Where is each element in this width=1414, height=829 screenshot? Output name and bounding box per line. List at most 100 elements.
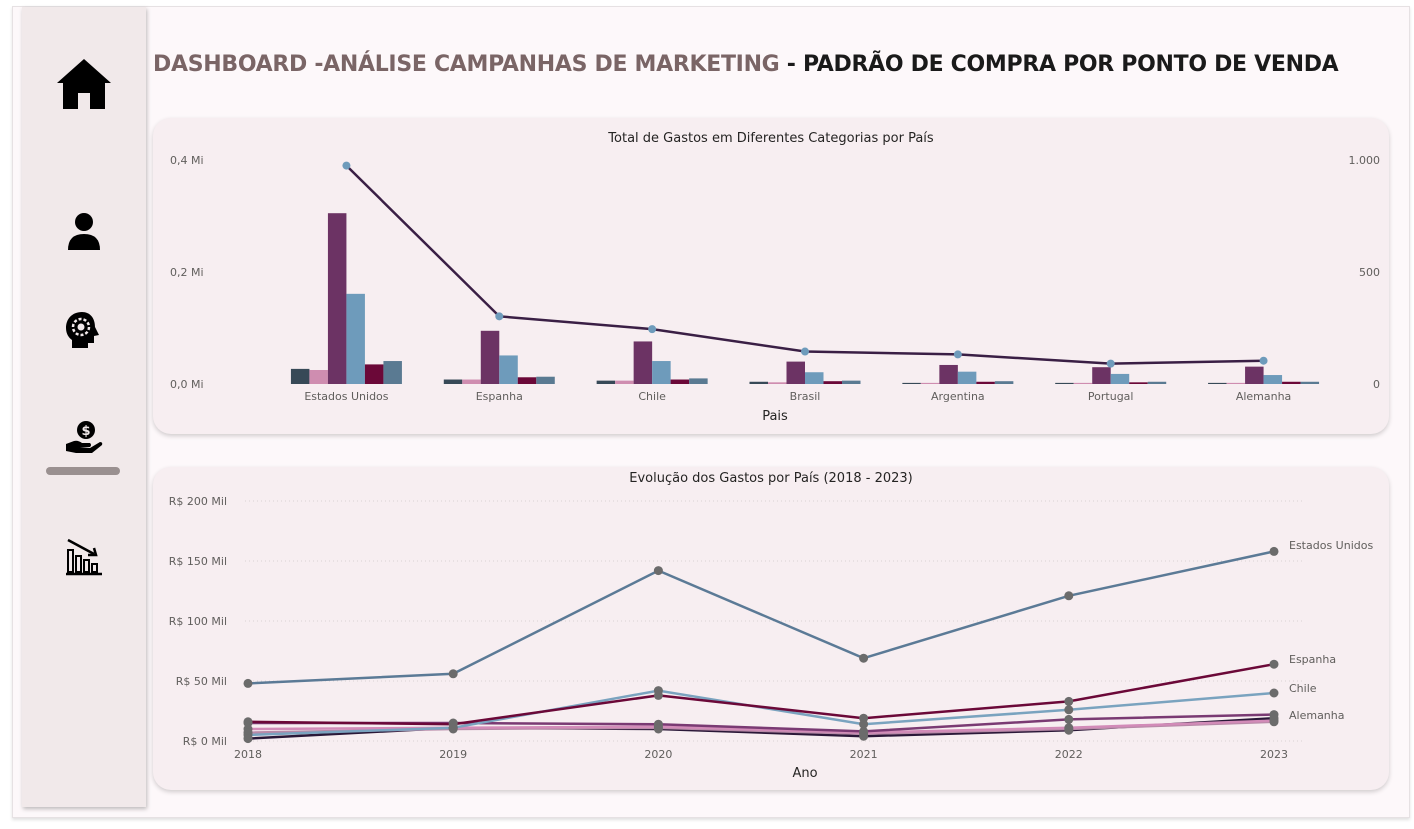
line-marker xyxy=(342,161,351,170)
y-axis-tick-label: 0,2 Mi xyxy=(170,266,204,279)
line-marker xyxy=(859,719,869,729)
line-marker xyxy=(1064,714,1074,724)
line-marker xyxy=(1259,356,1268,365)
y-axis-tick-label: R$ 100 Mil xyxy=(169,615,227,628)
bar xyxy=(499,355,518,384)
bar xyxy=(1282,381,1301,384)
x-axis-tick-label: Estados Unidos xyxy=(304,390,388,403)
x-axis-title: Ano xyxy=(792,766,817,781)
bar xyxy=(1147,381,1167,384)
line-marker xyxy=(1106,359,1115,368)
x-axis-tick-label: 2021 xyxy=(850,748,878,761)
active-nav-indicator xyxy=(46,467,120,475)
yearly-spend-chart: R$ 200 Mil R$ 150 Mil R$ 100 Mil R$ 50 Mil R… xyxy=(169,495,1374,781)
bar xyxy=(976,381,995,384)
bar xyxy=(842,380,861,384)
bar xyxy=(346,293,365,384)
y-axis-tick-label: 0,4 Mi xyxy=(170,154,204,167)
secondary-y-axis-tick-label: 1.000 xyxy=(1349,154,1381,167)
country-category-chart-card[interactable]: Total de Gastos em Diferentes Categorias… xyxy=(153,118,1389,434)
bar xyxy=(1055,382,1074,384)
home-icon xyxy=(57,59,111,109)
sidebar: $ xyxy=(22,7,146,807)
nav-behavior-button[interactable] xyxy=(22,295,146,365)
page-title-main: DASHBOARD -ANÁLISE CAMPANHAS DE MARKETIN… xyxy=(153,52,780,77)
bar xyxy=(364,364,384,384)
bar xyxy=(652,361,671,384)
line-marker xyxy=(1269,713,1279,723)
bar xyxy=(1129,382,1148,384)
y-axis-tick-label: R$ 200 Mil xyxy=(169,495,227,508)
bar xyxy=(480,330,500,384)
x-axis-tick-label: Espanha xyxy=(476,390,523,403)
bar xyxy=(1208,382,1227,384)
secondary-y-axis-tick-label: 500 xyxy=(1359,266,1380,279)
bar xyxy=(1263,375,1283,384)
yearly-spend-chart-card[interactable]: Evolução dos Gastos por País (2018 - 202… xyxy=(153,467,1389,790)
bar xyxy=(443,379,463,384)
x-axis-tick-label: Alemanha xyxy=(1236,390,1292,403)
bar xyxy=(939,364,958,384)
bar xyxy=(1226,382,1246,384)
bar xyxy=(689,378,708,384)
x-axis-tick-label: 2019 xyxy=(439,748,467,761)
bar xyxy=(1110,373,1130,384)
bar xyxy=(1245,366,1264,384)
hand-money-icon: $ xyxy=(66,421,103,453)
x-axis-tick-label: Argentina xyxy=(931,390,985,403)
y-axis-tick-label: R$ 50 Mil xyxy=(176,675,227,688)
user-icon xyxy=(68,213,100,250)
x-axis-tick-label: 2023 xyxy=(1260,748,1288,761)
line-marker xyxy=(653,566,663,576)
svg-text:$: $ xyxy=(81,424,90,439)
line-marker xyxy=(448,669,458,679)
line-marker xyxy=(1064,725,1074,735)
nav-analysis-button[interactable] xyxy=(22,521,146,591)
page-title-sub: - PADRÃO DE COMPRA POR PONTO DE VENDA xyxy=(779,52,1339,77)
bar xyxy=(383,361,402,384)
line-marker xyxy=(653,686,663,696)
line-marker xyxy=(243,734,253,744)
line-marker xyxy=(1064,705,1074,715)
bar xyxy=(670,379,690,384)
y-axis-tick-label: R$ 0 Mil xyxy=(183,735,227,748)
x-axis-tick-label: 2020 xyxy=(644,748,672,761)
x-axis-title: Pais xyxy=(762,409,788,424)
line-marker xyxy=(448,723,458,733)
line-marker xyxy=(495,312,504,321)
x-axis-tick-label: Portugal xyxy=(1088,390,1134,403)
bar xyxy=(615,380,634,384)
x-axis-tick-label: Brasil xyxy=(790,390,821,403)
y-axis-tick-label: R$ 150 Mil xyxy=(169,555,227,568)
bar xyxy=(1073,382,1093,384)
bar xyxy=(749,381,768,384)
line-marker xyxy=(1269,688,1279,698)
series-line xyxy=(247,550,1275,685)
line-marker xyxy=(1064,591,1074,601)
bar xyxy=(768,382,787,384)
x-axis-tick-label: 2018 xyxy=(234,748,262,761)
series-label: Chile xyxy=(1289,682,1317,695)
bar xyxy=(994,381,1014,384)
line-marker xyxy=(1269,546,1279,556)
nav-home-button[interactable] xyxy=(22,49,146,119)
chart-decline-icon xyxy=(66,538,102,576)
series-label: Estados Unidos xyxy=(1289,539,1373,552)
series-line xyxy=(247,662,1275,726)
line-marker xyxy=(859,653,869,663)
y-axis-tick-label: 0,0 Mi xyxy=(170,378,204,391)
line-marker xyxy=(653,724,663,734)
bar xyxy=(957,371,977,384)
bar xyxy=(536,376,555,384)
bar xyxy=(1300,381,1320,384)
bar xyxy=(786,361,805,384)
bar xyxy=(805,372,824,384)
bar xyxy=(823,381,842,384)
nav-customer-button[interactable] xyxy=(22,197,146,267)
page-title: DASHBOARD -ANÁLISE CAMPANHAS DE MARKETIN… xyxy=(153,52,1339,77)
line-marker xyxy=(953,350,962,359)
line-marker xyxy=(859,731,869,741)
bar xyxy=(327,213,347,384)
bar xyxy=(290,368,310,384)
nav-sales-channel-button[interactable]: $ xyxy=(22,403,146,473)
